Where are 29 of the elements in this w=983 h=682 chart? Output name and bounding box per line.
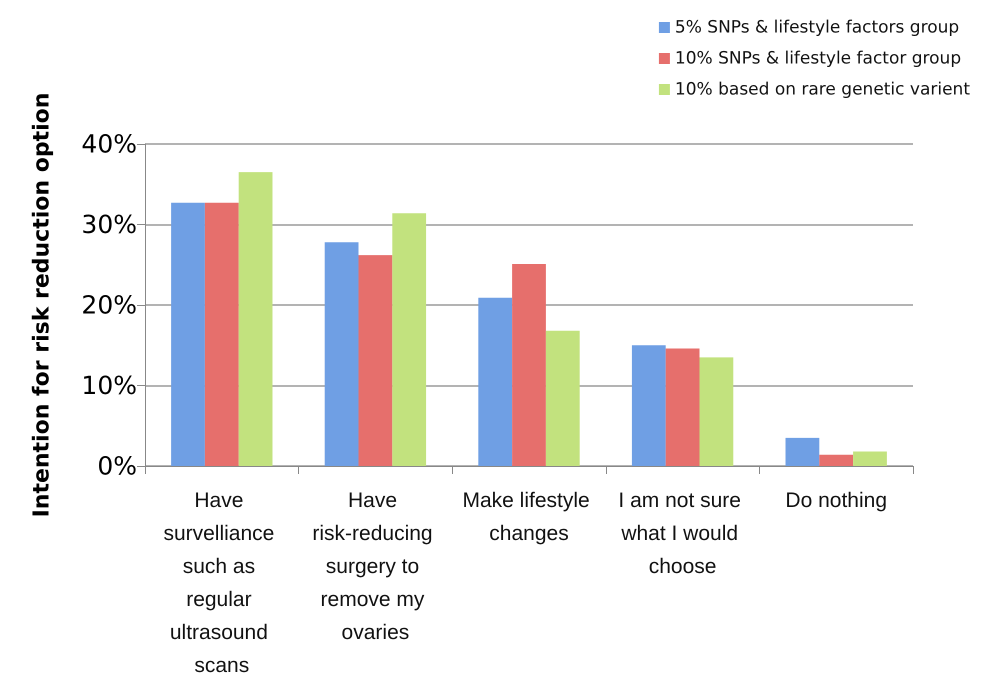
bar: [324, 242, 359, 466]
bar: [478, 298, 512, 466]
x-tick-label: Have risk-reducing surgery to remove my ovaries: [312, 489, 438, 644]
y-axis-title: Intention for risk reduction option: [30, 92, 54, 518]
y-tick-label: 0%: [97, 452, 137, 480]
legend-label: 5% SNPs & lifestyle factors group: [674, 18, 960, 38]
bar: [699, 357, 734, 466]
y-tick-label: 40%: [81, 130, 137, 158]
bar: [204, 202, 239, 466]
bar: [171, 202, 205, 466]
bar: [238, 172, 272, 466]
bar: [632, 345, 666, 466]
bar: [666, 348, 700, 466]
y-tick-label: 30%: [81, 210, 137, 239]
x-tick-label: Make lifestyle changes: [462, 489, 596, 545]
x-tick-label: Have survelliance such as regular ultrasound scans: [163, 489, 280, 677]
y-tick-label: 20%: [81, 290, 137, 320]
bar: [819, 454, 854, 466]
bar: [358, 255, 392, 466]
legend-label: 10% based on rare genetic varient: [674, 80, 970, 100]
x-tick-label: I am not sure what I would choose: [618, 489, 747, 578]
bar: [786, 438, 820, 466]
y-tick-label: 10%: [81, 371, 137, 400]
bar: [853, 452, 887, 466]
x-tick-label: Do nothing: [785, 489, 887, 512]
bar: [546, 330, 580, 466]
bar: [392, 213, 426, 466]
bar: [512, 264, 546, 466]
legend-label: 10% SNPs & lifestyle factor group: [674, 48, 962, 68]
